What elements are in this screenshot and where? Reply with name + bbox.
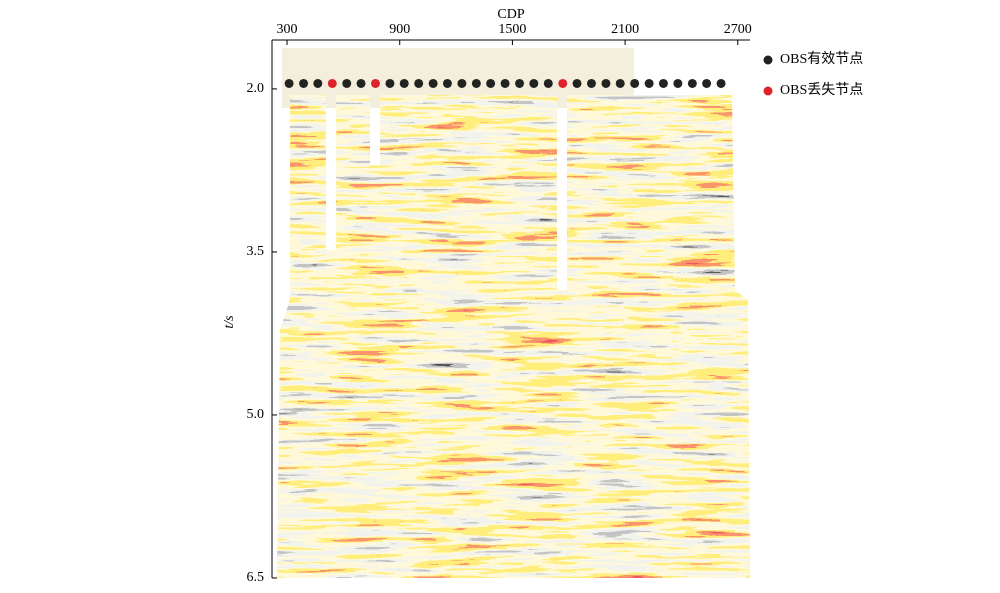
obs-node [615,78,625,88]
obs-node [414,78,424,88]
x-axis-title: CDP [497,7,524,22]
obs-node [702,78,712,88]
x-tick-label: 1500 [498,22,526,37]
obs-node [529,78,539,88]
x-tick-label: 2100 [611,22,639,37]
obs-node [284,78,294,88]
obs-node [558,78,568,88]
obs-node [457,78,467,88]
legend-marker [763,55,773,65]
obs-node [586,78,596,88]
obs-node [543,78,553,88]
obs-node [673,78,683,88]
obs-node [399,78,409,88]
obs-node [356,78,366,88]
y-tick-label: 3.5 [247,244,265,259]
obs-node [687,78,697,88]
obs-node [471,78,481,88]
obs-node [313,78,323,88]
x-tick-label: 900 [389,22,410,37]
obs-node [515,78,525,88]
obs-node [428,78,438,88]
obs-node [630,78,640,88]
obs-node [644,78,654,88]
obs-node [442,78,452,88]
obs-node [342,78,352,88]
y-axis-title: t/s [222,315,237,329]
obs-node [385,78,395,88]
obs-node [370,78,380,88]
y-tick-label: 5.0 [247,407,265,422]
legend-label: OBS有效节点 [780,51,863,67]
legend-label: OBS丢失节点 [780,82,863,98]
obs-node [716,78,726,88]
obs-node [299,78,309,88]
seismic-section [277,95,750,578]
obs-node [601,78,611,88]
legend-marker [763,86,773,96]
obs-node [327,78,337,88]
obs-node [500,78,510,88]
obs-node [658,78,668,88]
y-tick-label: 6.5 [247,570,265,585]
x-tick-label: 2700 [724,22,752,37]
obs-node [572,78,582,88]
obs-node [486,78,496,88]
y-tick-label: 2.0 [247,81,265,96]
x-tick-label: 300 [277,22,298,37]
